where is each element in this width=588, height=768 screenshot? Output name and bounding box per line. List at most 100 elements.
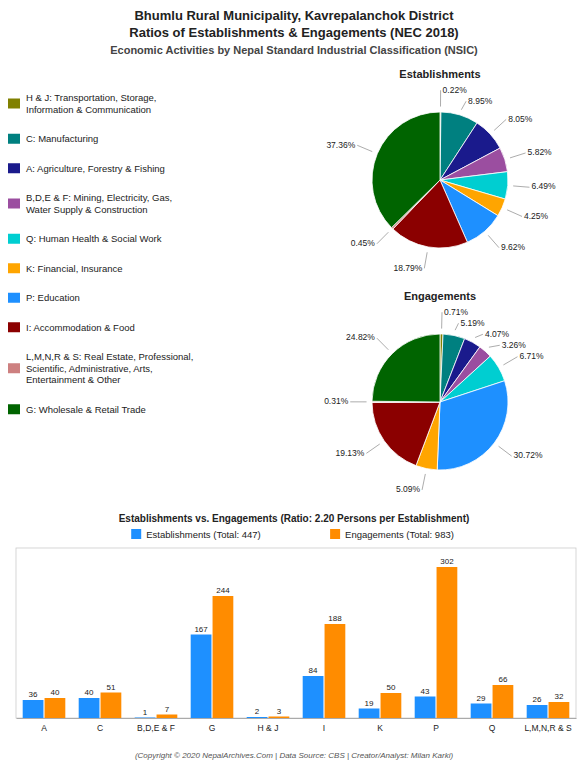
x-tick: B,D,E & F bbox=[137, 718, 175, 733]
legend-label-line: H & J: Transportation, Storage, bbox=[26, 92, 156, 103]
data-label: 5.19% bbox=[461, 318, 486, 328]
data-label: 66 bbox=[498, 675, 507, 684]
data-label: 36 bbox=[29, 690, 38, 699]
data-label: 32 bbox=[554, 692, 563, 701]
x-tick: K bbox=[377, 718, 383, 733]
leader-line bbox=[377, 232, 388, 244]
data-label: 24.82% bbox=[346, 332, 375, 342]
legend-swatch bbox=[8, 293, 20, 303]
data-label: 84 bbox=[309, 666, 318, 675]
bar bbox=[359, 709, 380, 719]
pie bbox=[372, 112, 508, 248]
legend-item: P: Education bbox=[8, 292, 80, 303]
legend-label: C: Manufacturing bbox=[26, 133, 98, 144]
data-label: 1 bbox=[143, 708, 148, 717]
data-label: 4.07% bbox=[485, 329, 510, 339]
legend-swatch bbox=[8, 199, 20, 209]
pie-labels: 0.71%5.19%4.07%3.26%6.71%30.72%5.09%19.1… bbox=[324, 307, 544, 495]
legend-label-line: C: Manufacturing bbox=[26, 133, 98, 144]
bar bbox=[325, 624, 346, 718]
legend-label-line: Q: Human Health & Social Work bbox=[26, 233, 162, 244]
legend-item: C: Manufacturing bbox=[8, 133, 98, 144]
subtitle: Economic Activities by Nepal Standard In… bbox=[110, 44, 478, 56]
data-label: 167 bbox=[194, 625, 208, 634]
data-label: 302 bbox=[440, 557, 454, 566]
x-tick-label: I bbox=[323, 723, 325, 733]
legend-swatch bbox=[330, 529, 340, 539]
legend-item: I: Accommodation & Food bbox=[8, 322, 135, 333]
leader-line bbox=[503, 357, 517, 365]
x-tick: C bbox=[97, 718, 103, 733]
data-label: 0.31% bbox=[324, 396, 349, 406]
legend-swatch bbox=[8, 363, 20, 373]
data-label: 8.95% bbox=[468, 95, 493, 105]
data-label: 3.26% bbox=[502, 340, 527, 350]
data-label: 19.13% bbox=[336, 448, 365, 458]
leader-line bbox=[510, 153, 526, 158]
legend-label: Q: Human Health & Social Work bbox=[26, 233, 162, 244]
legend-swatch bbox=[8, 234, 20, 244]
legend-swatch bbox=[131, 529, 141, 539]
bar bbox=[79, 698, 100, 718]
leader-line bbox=[499, 446, 512, 456]
bar bbox=[381, 693, 402, 718]
bar bbox=[101, 693, 122, 719]
leader-line bbox=[422, 474, 425, 490]
bar bbox=[549, 702, 570, 718]
leader-line bbox=[461, 101, 466, 109]
pie bbox=[372, 334, 508, 470]
data-labels: 3640116728419432926405172443188503026632 bbox=[29, 557, 564, 717]
data-label: 6.49% bbox=[531, 181, 556, 191]
x-tick-label: G bbox=[209, 723, 216, 733]
data-label: 26 bbox=[533, 695, 542, 704]
bar bbox=[45, 698, 66, 718]
legend: Establishments (Total: 447)Engagements (… bbox=[131, 529, 454, 540]
footer: (Copyright © 2020 NepalArchives.Com | Da… bbox=[135, 751, 454, 760]
data-label: 3 bbox=[277, 707, 282, 716]
x-tick: Q bbox=[489, 718, 496, 733]
data-label: 8.05% bbox=[508, 114, 533, 124]
bar bbox=[269, 717, 290, 719]
legend-swatch bbox=[8, 404, 20, 414]
legend-label-line: A: Agriculture, Forestry & Fishing bbox=[26, 163, 165, 174]
legend-swatch bbox=[8, 163, 20, 173]
x-axis: ACB,D,E & FGH & JIKPQL,M,N,R & S bbox=[17, 718, 577, 733]
data-label: 19 bbox=[365, 699, 374, 708]
data-label: 6.71% bbox=[519, 351, 544, 361]
legend-item: Engagements (Total: 983) bbox=[330, 529, 454, 540]
leader-line bbox=[441, 312, 442, 328]
x-tick-label: L,M,N,R & S bbox=[524, 723, 572, 733]
data-label: 2 bbox=[255, 707, 260, 716]
data-label: 51 bbox=[106, 683, 115, 692]
x-tick: I bbox=[323, 718, 325, 733]
data-label: 37.36% bbox=[326, 140, 355, 150]
legend-label: L,M,N,R & S: Real Estate, Professional,S… bbox=[26, 351, 193, 385]
data-label: 50 bbox=[386, 683, 395, 692]
leader-line bbox=[440, 90, 441, 106]
x-axis-line bbox=[17, 718, 577, 719]
legend-label-line: P: Education bbox=[26, 292, 80, 303]
data-label: 4.25% bbox=[524, 211, 549, 221]
pie-slice bbox=[437, 381, 508, 470]
x-tick-label: K bbox=[377, 723, 383, 733]
legend-label: B,D,E & F: Mining, Electricity, Gas,Wate… bbox=[26, 192, 172, 215]
pie-slice bbox=[372, 402, 440, 466]
leader-line bbox=[494, 119, 506, 130]
leader-line bbox=[455, 323, 458, 330]
bars bbox=[23, 567, 570, 718]
legend-label-line: L,M,N,R & S: Real Estate, Professional, bbox=[26, 351, 193, 362]
pie-title: Establishments bbox=[399, 68, 480, 80]
bar bbox=[135, 717, 156, 718]
data-label: 5.82% bbox=[528, 147, 553, 157]
data-label: 30.72% bbox=[514, 450, 543, 460]
leader-line bbox=[513, 186, 529, 187]
bar-title: Establishments vs. Engagements (Ratio: 2… bbox=[119, 513, 470, 524]
bar bbox=[437, 567, 458, 718]
pie-labels: 0.22%8.95%8.05%5.82%6.49%4.25%9.62%18.79… bbox=[326, 84, 556, 272]
leader-line bbox=[489, 345, 500, 347]
title: Ratios of Establishments & Engagements (… bbox=[129, 25, 458, 40]
legend-label: K: Financial, Insurance bbox=[26, 263, 123, 274]
data-label: 43 bbox=[421, 687, 430, 696]
bar bbox=[23, 700, 44, 718]
x-tick-label: B,D,E & F bbox=[137, 723, 175, 733]
